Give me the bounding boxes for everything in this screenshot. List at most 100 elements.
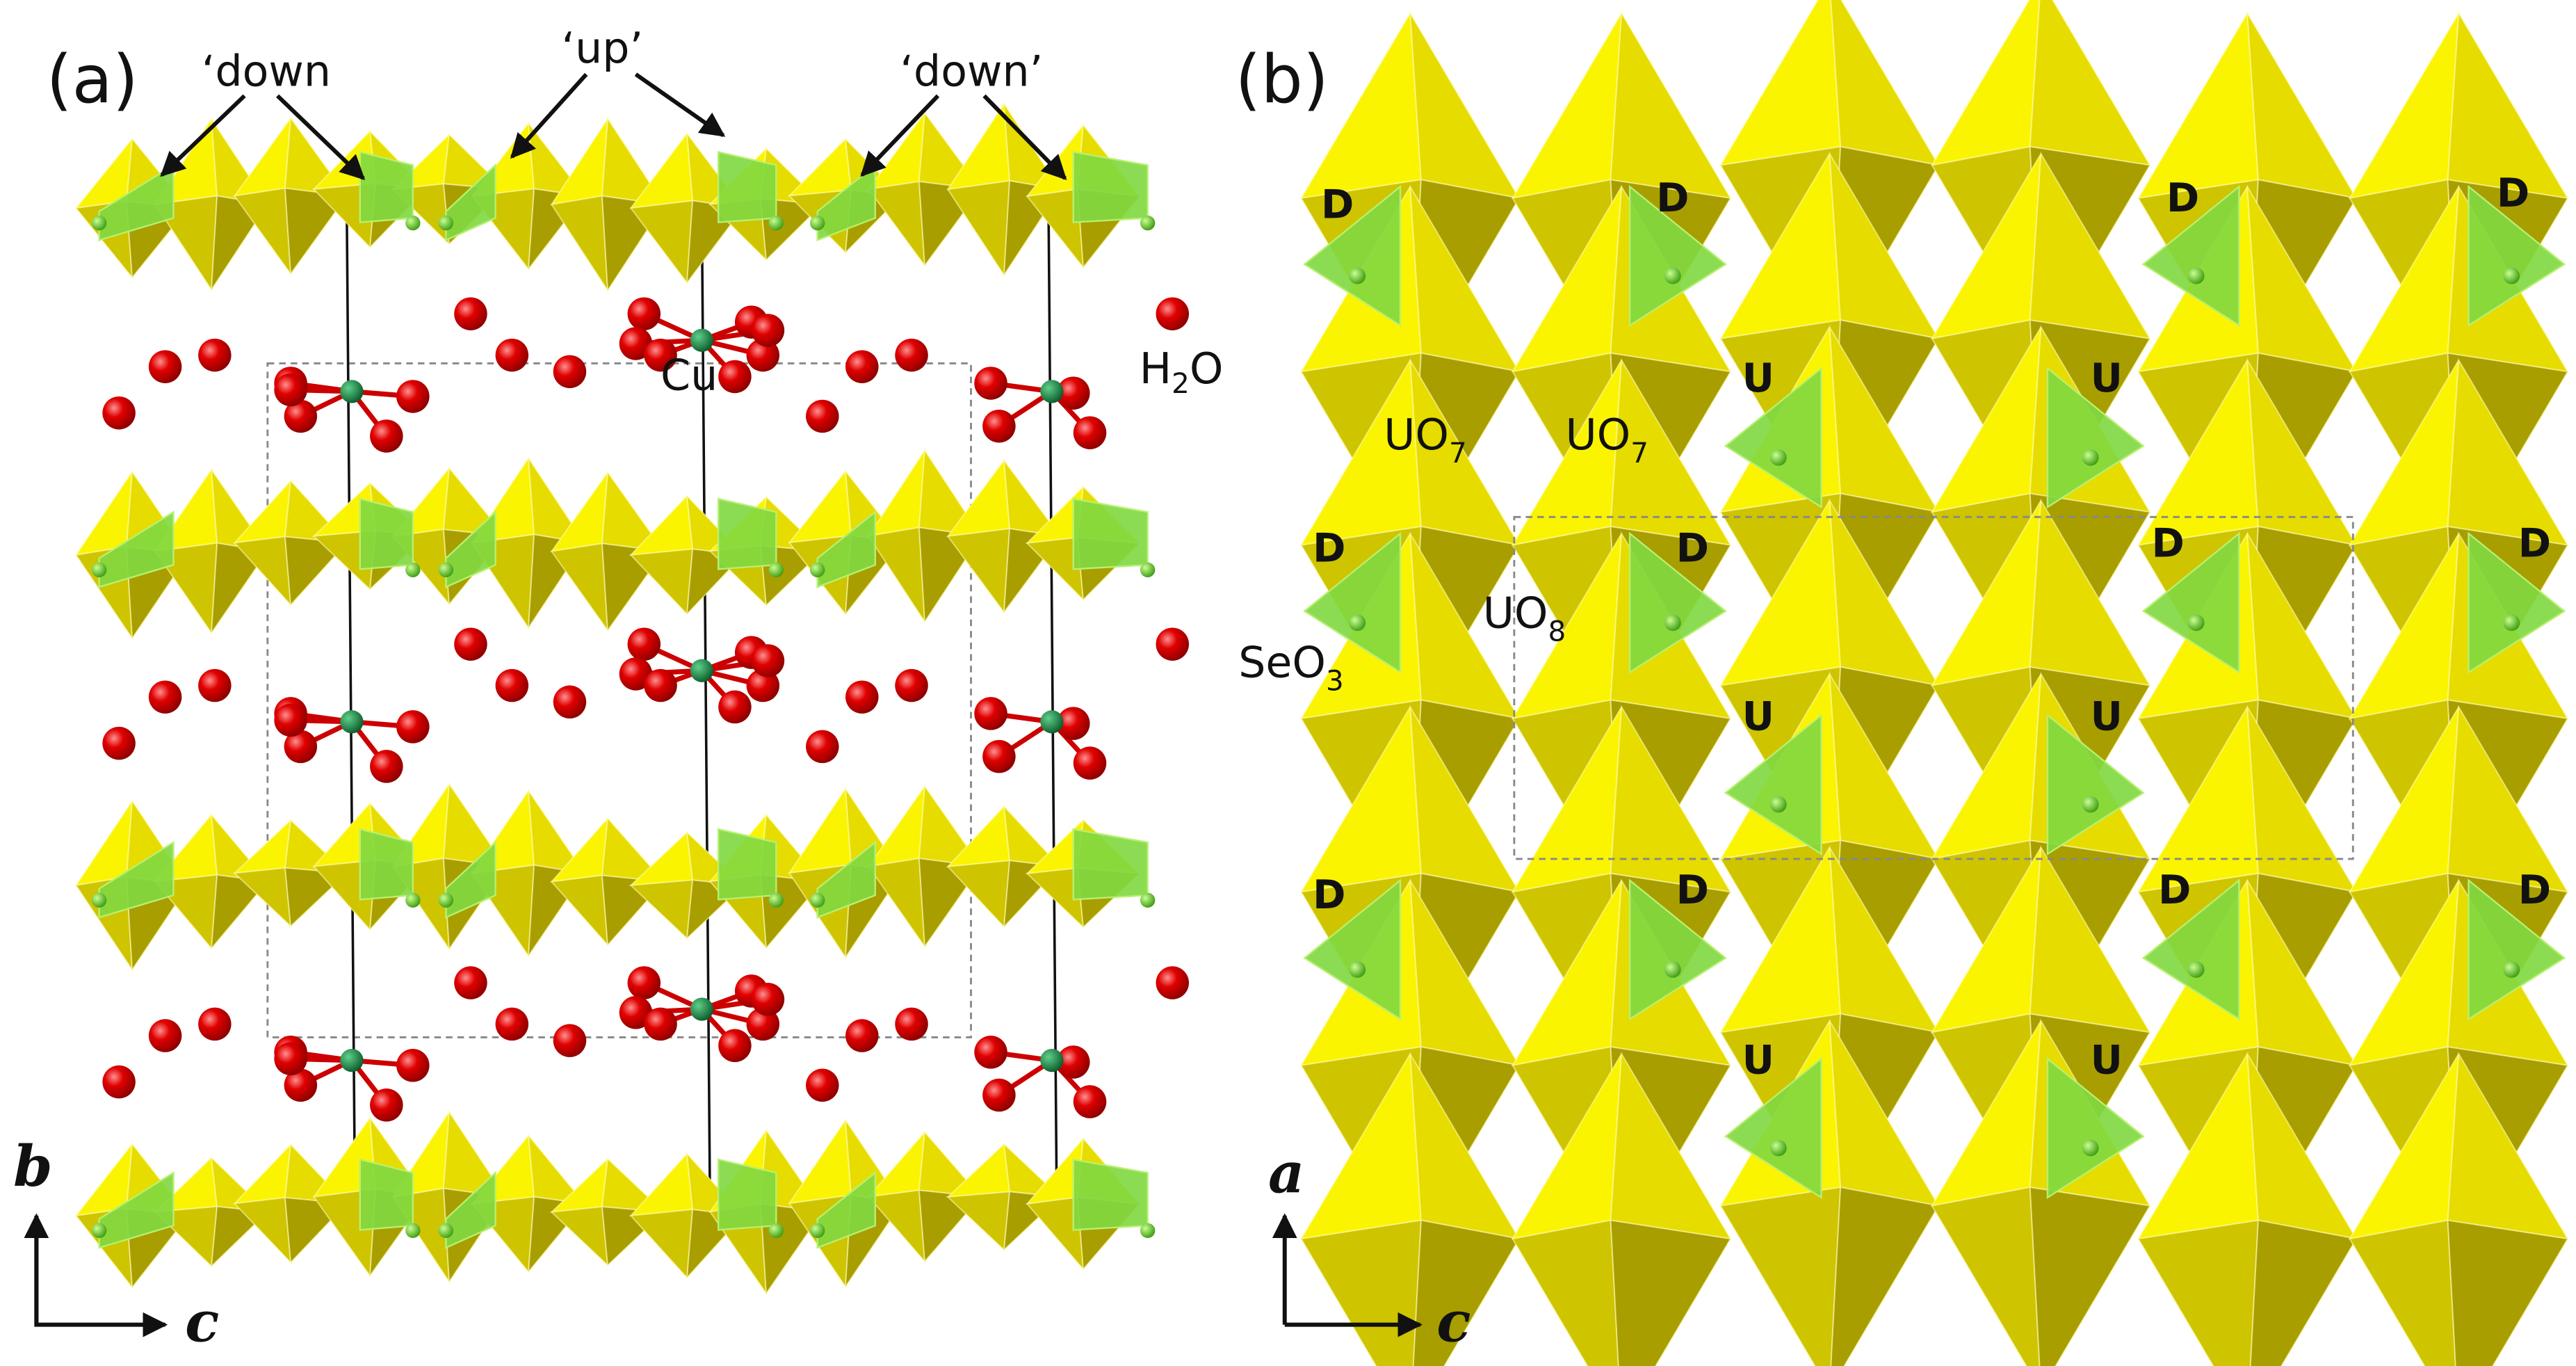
water-oxygen xyxy=(198,1007,232,1041)
water-oxygen xyxy=(627,966,661,999)
water-oxygen xyxy=(746,668,780,702)
water-oxygen xyxy=(284,1068,318,1102)
subscript: 7 xyxy=(1630,437,1649,469)
water-oxygen xyxy=(274,703,307,737)
axis-label: b xyxy=(13,1134,52,1200)
water-oxygen xyxy=(370,1088,403,1122)
se-atom xyxy=(91,1223,107,1238)
water-oxygen xyxy=(495,668,529,702)
water-oxygen xyxy=(746,338,780,372)
se-atom xyxy=(2503,267,2520,284)
facet xyxy=(629,1208,694,1280)
se-atom xyxy=(1664,614,1681,632)
facet xyxy=(867,180,926,268)
seo3-triangle xyxy=(98,163,175,241)
seo3-triangle xyxy=(1303,531,1402,674)
se-atom xyxy=(2082,796,2099,813)
water-oxygen xyxy=(845,350,879,383)
water-oxygen xyxy=(1156,297,1190,330)
se-atom xyxy=(809,892,825,908)
water-oxygen xyxy=(495,1007,529,1041)
facet xyxy=(550,1205,609,1267)
water-oxygen xyxy=(644,1007,677,1041)
water-oxygen xyxy=(553,685,587,719)
seo3-triangle xyxy=(2468,184,2566,328)
seo3-triangle xyxy=(98,511,175,588)
water-oxygen xyxy=(619,996,653,1029)
se-atom xyxy=(438,1223,454,1238)
seo3-triangle xyxy=(2468,878,2566,1021)
water-oxygen xyxy=(284,399,318,433)
water-oxygen xyxy=(895,668,928,702)
se-atom xyxy=(809,1223,825,1238)
annotation: ‘down xyxy=(202,46,331,96)
facet xyxy=(2249,1219,2358,1366)
site-label: D xyxy=(1321,182,1354,227)
se-atom xyxy=(91,215,107,231)
facet xyxy=(2137,1219,2259,1366)
polyhedron-label: UO7 xyxy=(1384,410,1466,469)
water-oxygen xyxy=(198,668,232,702)
polyhedron-label: SeO3 xyxy=(1238,638,1343,698)
facet xyxy=(550,195,609,293)
facet xyxy=(2349,1219,2456,1366)
seo3-triangle xyxy=(359,150,414,223)
cu-atom xyxy=(340,1049,364,1072)
text: UO xyxy=(1483,588,1548,638)
cu-atom xyxy=(690,328,714,352)
site-label: U xyxy=(1742,355,1774,401)
se-atom xyxy=(438,562,454,578)
seo3-triangle xyxy=(445,1171,496,1249)
water-oxygen xyxy=(982,1078,1016,1112)
water-oxygen xyxy=(148,680,182,714)
water-oxygen xyxy=(148,350,182,383)
se-atom xyxy=(1349,961,1366,978)
se-atom xyxy=(1349,267,1366,284)
site-label: D xyxy=(1676,867,1709,913)
water-oxygen xyxy=(982,409,1016,443)
arrow xyxy=(510,72,588,159)
seo3-triangle xyxy=(1628,878,1727,1021)
cu-atom xyxy=(690,997,714,1021)
water-oxygen xyxy=(1057,376,1090,410)
site-label: D xyxy=(2152,520,2185,566)
seo3-triangle xyxy=(98,1171,175,1249)
water-oxygen xyxy=(644,338,677,372)
water-oxygen xyxy=(198,338,232,372)
site-label: D xyxy=(2497,170,2529,216)
facet xyxy=(946,458,1011,538)
se-atom xyxy=(768,562,784,578)
arrow xyxy=(160,94,246,177)
facet xyxy=(2447,1219,2569,1366)
text: UO xyxy=(1384,410,1449,460)
facet xyxy=(2029,1186,2151,1366)
site-label: U xyxy=(1742,1038,1774,1084)
site-label: D xyxy=(1656,175,1689,221)
water-oxygen xyxy=(553,355,587,389)
se-atom xyxy=(2082,449,2099,466)
seo3-triangle xyxy=(2141,184,2240,328)
se-atom xyxy=(2503,614,2520,632)
cu-atom xyxy=(690,659,714,682)
water-oxygen xyxy=(1057,707,1090,740)
water-oxygen xyxy=(619,327,653,360)
site-label: U xyxy=(2091,355,2123,401)
water-oxygen xyxy=(751,314,785,347)
water-oxygen xyxy=(454,297,487,330)
water-oxygen xyxy=(982,739,1016,773)
water-oxygen xyxy=(454,627,487,661)
facet xyxy=(550,543,609,633)
water-oxygen xyxy=(1073,746,1107,780)
seo3-triangle xyxy=(445,510,496,588)
facet xyxy=(788,787,852,874)
seo3-triangle xyxy=(2141,531,2240,674)
water-oxygen xyxy=(718,360,752,394)
seo3-triangle xyxy=(1072,828,1149,901)
facet xyxy=(1299,1219,1422,1366)
seo3-triangle xyxy=(1628,531,1727,674)
axis-label: c xyxy=(1436,1289,1471,1355)
se-atom xyxy=(2082,1139,2099,1157)
seo3-triangle xyxy=(1072,1158,1149,1231)
